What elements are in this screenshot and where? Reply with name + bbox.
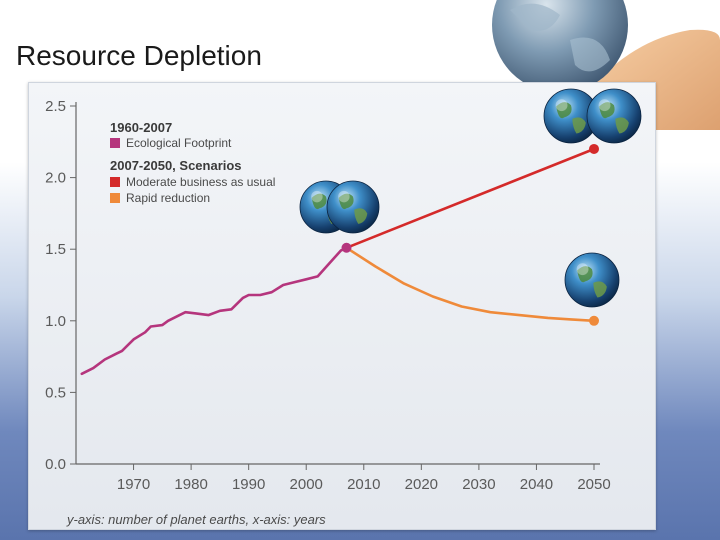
x-tick-label: 2040 <box>520 476 553 493</box>
legend-swatch-footprint <box>110 138 120 148</box>
y-tick-label: 1.5 <box>45 241 66 258</box>
globe-landmass <box>615 117 629 134</box>
earth-globe-icon <box>564 252 620 308</box>
x-tick-label: 1980 <box>174 476 207 493</box>
globe-landmass <box>338 193 354 210</box>
legend-item-ecological-footprint: Ecological Footprint <box>126 136 232 150</box>
globe-landmass <box>572 117 586 134</box>
series-line-rapid-reduction <box>345 246 596 323</box>
chart-legend: 1960-2007 Ecological Footprint 2007-2050… <box>110 120 275 205</box>
globe-landmass <box>311 193 327 210</box>
globe-landmass <box>577 266 593 283</box>
earth-globe-icon <box>586 88 642 144</box>
y-tick-label: 2.5 <box>45 98 66 115</box>
globe-landmass <box>599 102 615 119</box>
legend-item-rapid-reduction: Rapid reduction <box>126 191 210 205</box>
y-tick-label: 1.0 <box>45 313 66 330</box>
globe-sphere <box>564 252 620 308</box>
globe-highlight <box>311 190 323 203</box>
globe-landmass <box>354 208 368 224</box>
data-point-footprint-2007 <box>341 242 352 253</box>
legend-item-moderate-business: Moderate business as usual <box>126 175 275 189</box>
legend-swatch-rapid <box>110 193 120 203</box>
chart-panel: 0.0 0.5 1.0 1.5 2.0 2.5 1970 1980 1990 2000 2010 20… <box>28 82 656 530</box>
y-tick-label: 0.0 <box>45 456 66 473</box>
globe-highlight <box>576 263 589 276</box>
x-tick-label: 1990 <box>232 476 265 493</box>
ecological-footprint-chart: 0.0 0.5 1.0 1.5 2.0 2.5 1970 1980 1990 2000 2010 20… <box>45 88 642 527</box>
globe-landmass <box>593 281 607 298</box>
legend-group-scenarios: 2007-2050, Scenarios <box>110 158 242 173</box>
legend-group-1960-2007: 1960-2007 <box>110 120 172 135</box>
globe-landmass <box>556 102 572 119</box>
x-tick-label: 2030 <box>462 476 495 493</box>
chart-caption: y-axis: number of planet earths, x-axis:… <box>66 512 326 527</box>
globe-sphere <box>326 180 380 234</box>
earth-globe-icon <box>326 180 380 234</box>
data-point-moderate-2050 <box>589 143 599 154</box>
slide-title: Resource Depletion <box>16 40 262 71</box>
data-point-rapid-2050 <box>589 315 599 326</box>
y-tick-label: 2.0 <box>45 170 66 187</box>
x-tick-label: 2050 <box>577 476 610 493</box>
globe-highlight <box>338 190 350 203</box>
x-tick-label: 2020 <box>405 476 438 493</box>
series-line-moderate-business-as-usual <box>345 147 596 250</box>
globe-highlight <box>555 99 568 112</box>
x-tick-label: 1970 <box>117 476 150 493</box>
series-line-ecological-footprint <box>80 246 348 376</box>
globe-sphere <box>586 88 642 144</box>
legend-swatch-moderate <box>110 177 120 187</box>
globe-highlight <box>598 99 611 112</box>
earth-globe-icon <box>543 88 599 144</box>
y-tick-label: 0.5 <box>45 384 66 401</box>
x-tick-label: 2000 <box>290 476 323 493</box>
x-tick-label: 2010 <box>347 476 380 493</box>
